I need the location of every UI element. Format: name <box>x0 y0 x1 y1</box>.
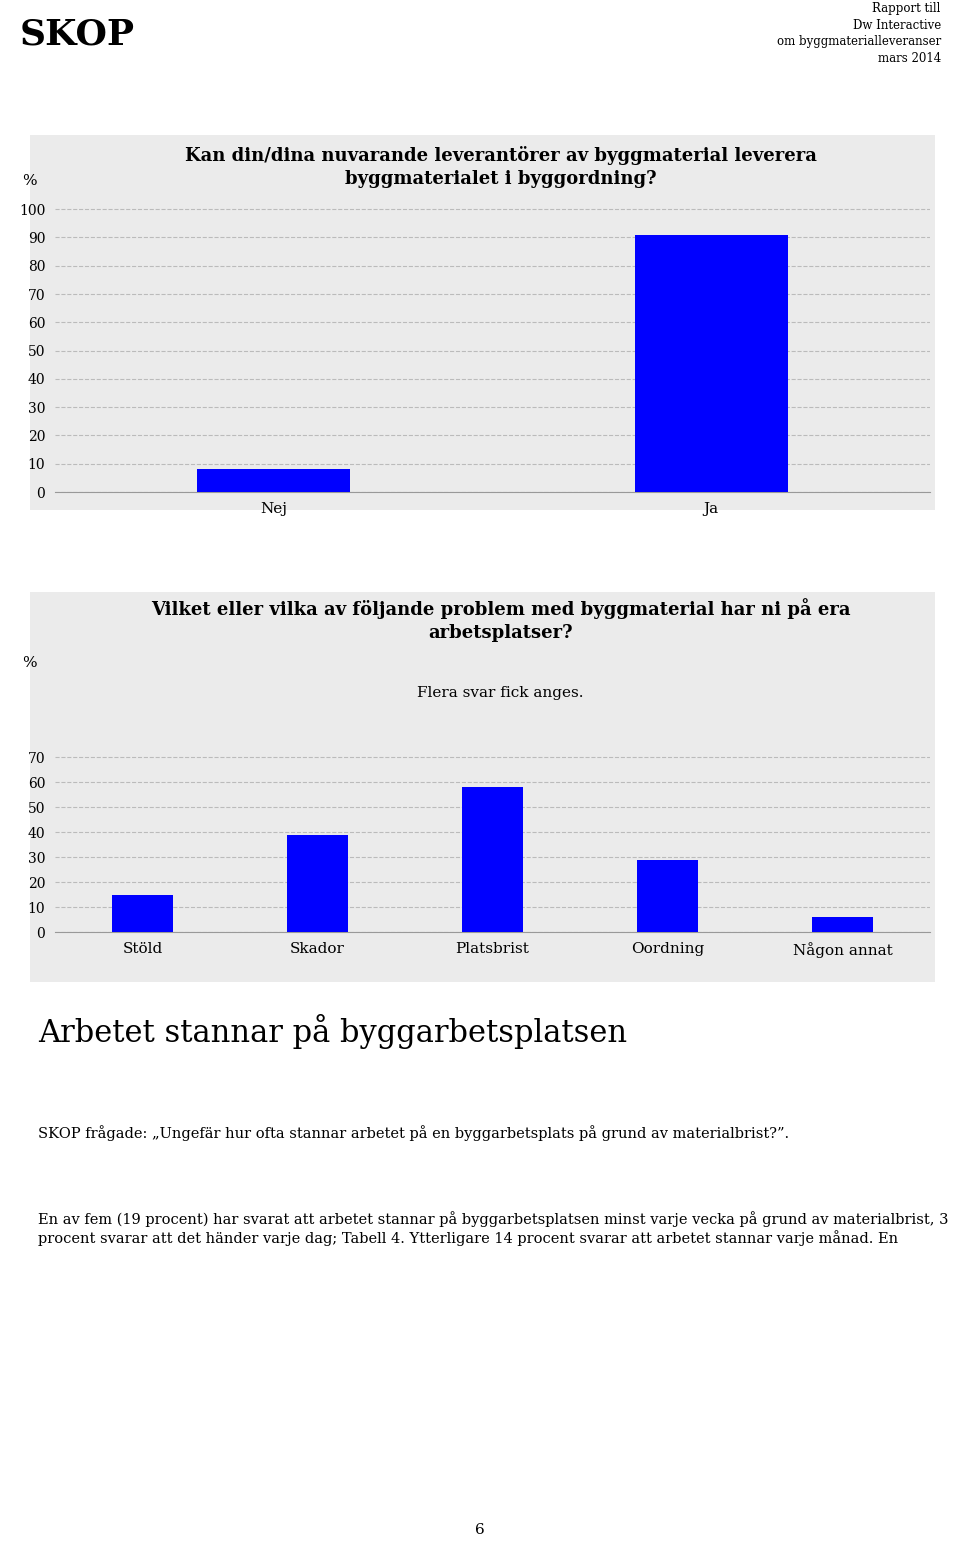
Text: %: % <box>22 655 36 670</box>
Text: Vilket eller vilka av följande problem med byggmaterial har ni på era
arbetsplat: Vilket eller vilka av följande problem m… <box>151 598 851 641</box>
Text: %: % <box>22 173 36 187</box>
Text: En av fem (19 procent) har svarat att arbetet stannar på byggarbetsplatsen minst: En av fem (19 procent) har svarat att ar… <box>38 1211 948 1246</box>
Bar <box>636 859 698 933</box>
Bar <box>635 235 788 492</box>
Text: Rapport till
Dw Interactive
om byggmaterialleveranser
mars 2014: Rapport till Dw Interactive om byggmater… <box>777 2 941 65</box>
Text: Arbetet stannar på byggarbetsplatsen: Arbetet stannar på byggarbetsplatsen <box>38 1014 628 1048</box>
Text: 6: 6 <box>475 1523 485 1537</box>
Bar <box>462 786 523 933</box>
Bar <box>112 895 173 933</box>
Text: Kan din/dina nuvarande leverantörer av byggmaterial leverera
byggmaterialet i by: Kan din/dina nuvarande leverantörer av b… <box>184 146 817 188</box>
Text: SKOP frågade: „Ungefär hur ofta stannar arbetet på en byggarbetsplats på grund a: SKOP frågade: „Ungefär hur ofta stannar … <box>38 1126 789 1141</box>
Text: SKOP: SKOP <box>19 17 134 51</box>
Bar <box>287 835 348 933</box>
Text: Flera svar fick anges.: Flera svar fick anges. <box>418 685 584 699</box>
Bar <box>197 469 350 492</box>
Bar <box>812 917 874 933</box>
